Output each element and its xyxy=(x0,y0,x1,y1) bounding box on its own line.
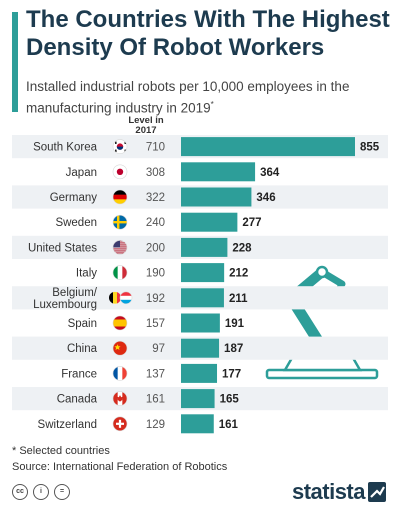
level-2017-label: 161 xyxy=(146,394,165,406)
value-label: 855 xyxy=(360,142,380,154)
level-2017-label: 190 xyxy=(146,268,165,280)
chart-row: Japan 308 364 xyxy=(66,162,280,182)
category-label: China xyxy=(67,343,98,355)
subtitle-text: Installed industrial robots per 10,000 e… xyxy=(26,79,350,116)
chart-row: Canada 161 165 xyxy=(12,387,388,411)
bar xyxy=(181,187,252,207)
chart-row: Switzerland 129 161 xyxy=(38,414,239,434)
license-icons: cc i = xyxy=(12,484,70,500)
value-label: 346 xyxy=(256,192,275,204)
subtitle: Installed industrial robots per 10,000 e… xyxy=(26,78,396,118)
level-2017-label: 322 xyxy=(146,192,165,204)
level-2017-label: 97 xyxy=(152,343,165,355)
category-label: Spain xyxy=(68,318,97,330)
level-2017-label: 308 xyxy=(146,167,165,179)
level-2017-label: 192 xyxy=(146,293,165,305)
level-2017-label: 710 xyxy=(146,142,165,154)
chart-row: United States 200 228 xyxy=(12,235,388,259)
category-label: United States xyxy=(28,242,97,254)
bar xyxy=(181,137,355,157)
bar xyxy=(181,237,228,257)
bar xyxy=(181,313,220,333)
canada-flag xyxy=(113,391,127,406)
bar xyxy=(181,363,218,383)
bar xyxy=(181,263,225,283)
category-label: Switzerland xyxy=(38,419,97,431)
value-label: 228 xyxy=(232,242,252,254)
brand-name: statista xyxy=(291,479,366,504)
level-2017-label: 129 xyxy=(146,419,165,431)
chart-row: Spain 157 191 xyxy=(68,313,245,333)
footnote: * Selected countries xyxy=(12,445,110,457)
value-label: 212 xyxy=(229,268,248,280)
luxembourg-flag xyxy=(119,291,133,305)
robot-arm-illustration xyxy=(265,265,379,380)
spain-flag xyxy=(113,316,127,330)
level-2017-label: 137 xyxy=(146,368,165,380)
chart-row: France 137 177 xyxy=(61,363,241,383)
value-label: 177 xyxy=(222,368,241,380)
value-label: 277 xyxy=(242,217,261,229)
bar xyxy=(181,389,215,409)
value-label: 165 xyxy=(220,394,240,406)
title-accent-bar xyxy=(12,12,18,112)
value-label: 364 xyxy=(260,167,280,179)
chart-row: Italy 190 212 xyxy=(76,263,248,283)
bar xyxy=(181,414,214,434)
chart-row: Sweden 240 277 xyxy=(55,212,262,232)
category-label: Belgium/ xyxy=(52,287,98,299)
japan-flag xyxy=(113,164,127,179)
bar xyxy=(181,338,220,358)
value-label: 191 xyxy=(225,318,245,330)
by-icon[interactable]: i xyxy=(33,484,49,500)
sweden-flag xyxy=(113,215,127,230)
category-label: South Korea xyxy=(33,142,98,154)
united-states-flag xyxy=(113,240,127,254)
bar xyxy=(181,288,224,308)
category-label: Germany xyxy=(50,192,98,204)
chart-row: Germany 322 346 xyxy=(12,185,388,209)
chart-row: Belgium/Luxembourg 192 211 xyxy=(12,286,388,311)
category-label: Sweden xyxy=(55,217,97,229)
switzerland-flag xyxy=(113,416,127,431)
south-korea-flag xyxy=(113,139,127,154)
level-2017-label: 200 xyxy=(146,242,165,254)
subtitle-footnote-mark: * xyxy=(210,100,214,109)
category-label: Canada xyxy=(57,394,98,406)
value-label: 161 xyxy=(219,419,239,431)
statista-logo[interactable]: statista xyxy=(292,479,386,505)
category-label: Japan xyxy=(66,167,97,179)
column-header: Level in xyxy=(128,115,164,126)
china-flag xyxy=(113,341,127,356)
page-title: The Countries With The Highest Density O… xyxy=(26,6,390,61)
category-label: France xyxy=(61,368,97,380)
cc-icon[interactable]: cc xyxy=(12,484,28,500)
robot-joint xyxy=(315,265,329,279)
germany-flag xyxy=(113,190,127,204)
column-header-year: 2017 xyxy=(135,125,156,136)
chart-row: China 97 187 xyxy=(12,336,388,360)
statista-mark-icon xyxy=(368,482,386,502)
bar xyxy=(181,212,238,232)
italy-flag xyxy=(113,265,127,280)
nd-icon[interactable]: = xyxy=(54,484,70,500)
bar xyxy=(181,162,256,182)
level-2017-label: 240 xyxy=(146,217,165,229)
source-note: Source: International Federation of Robo… xyxy=(12,461,228,473)
value-label: 187 xyxy=(224,343,243,355)
chart-row: South Korea 710 855 xyxy=(12,135,388,159)
france-flag xyxy=(113,366,127,381)
belgium-flag xyxy=(109,291,121,304)
value-label: 211 xyxy=(229,293,248,305)
category-label: Italy xyxy=(76,268,97,280)
level-2017-label: 157 xyxy=(146,318,165,330)
category-label-line2: Luxembourg xyxy=(33,299,97,311)
